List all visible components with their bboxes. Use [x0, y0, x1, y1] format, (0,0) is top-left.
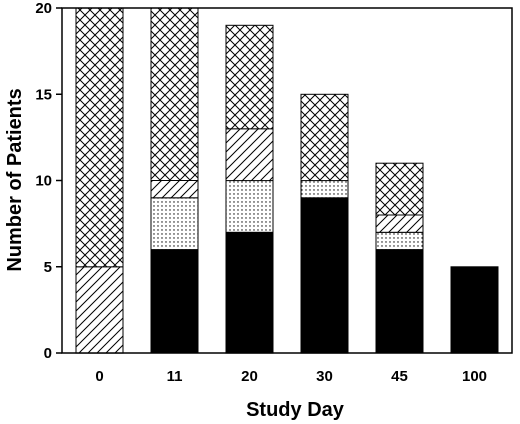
y-axis-title: Number of Patients	[4, 88, 26, 271]
bar-segment-diagonal-hatch-day-45	[375, 214, 424, 233]
y-tick-label: 20	[35, 0, 52, 17]
plot-frame	[61, 7, 513, 354]
y-tick-label: 5	[44, 259, 52, 276]
bar-segment-dotted-day-11	[150, 197, 199, 251]
bar-segment-cross-hatch-day-20	[225, 24, 274, 130]
x-tick-label: 30	[316, 368, 333, 385]
bar-segment-cross-hatch-day-30	[300, 93, 349, 182]
bar-segment-diagonal-hatch-day-20	[225, 128, 274, 182]
bar-segment-diagonal-hatch-day-0	[75, 266, 124, 354]
bars	[75, 7, 499, 354]
bar-segment-dotted-day-20	[225, 180, 274, 233]
bar-segment-dotted-day-30	[300, 180, 349, 199]
x-tick-label: 100	[462, 368, 487, 385]
y-axis-ticks: 0 5 10 15 20	[35, 0, 62, 362]
bar-segment-solid-black-day-100	[450, 266, 499, 354]
bar-segment-cross-hatch-day-11	[150, 7, 199, 181]
bar-segment-solid-black-day-45	[375, 249, 424, 354]
y-tick-label: 0	[44, 345, 52, 362]
x-tick-label: 0	[95, 368, 103, 385]
x-tick-label: 20	[241, 368, 258, 385]
bar-segment-diagonal-hatch-day-11	[150, 180, 199, 199]
y-tick-label: 10	[35, 173, 52, 190]
bar-segment-dotted-day-45	[375, 231, 424, 251]
bar-segment-cross-hatch-day-45	[375, 162, 424, 216]
bar-segment-solid-black-day-20	[225, 231, 274, 354]
x-tick-label: 45	[391, 368, 408, 385]
x-axis-title: Study Day	[246, 399, 345, 421]
bar-segment-solid-black-day-11	[150, 249, 199, 354]
x-axis-ticks: 0 11 20 30 45 100	[95, 368, 487, 385]
bar-segment-cross-hatch-day-0	[75, 7, 124, 268]
y-tick-label: 15	[35, 86, 52, 103]
x-tick-label: 11	[167, 368, 183, 385]
bar-segment-solid-black-day-30	[300, 197, 349, 354]
